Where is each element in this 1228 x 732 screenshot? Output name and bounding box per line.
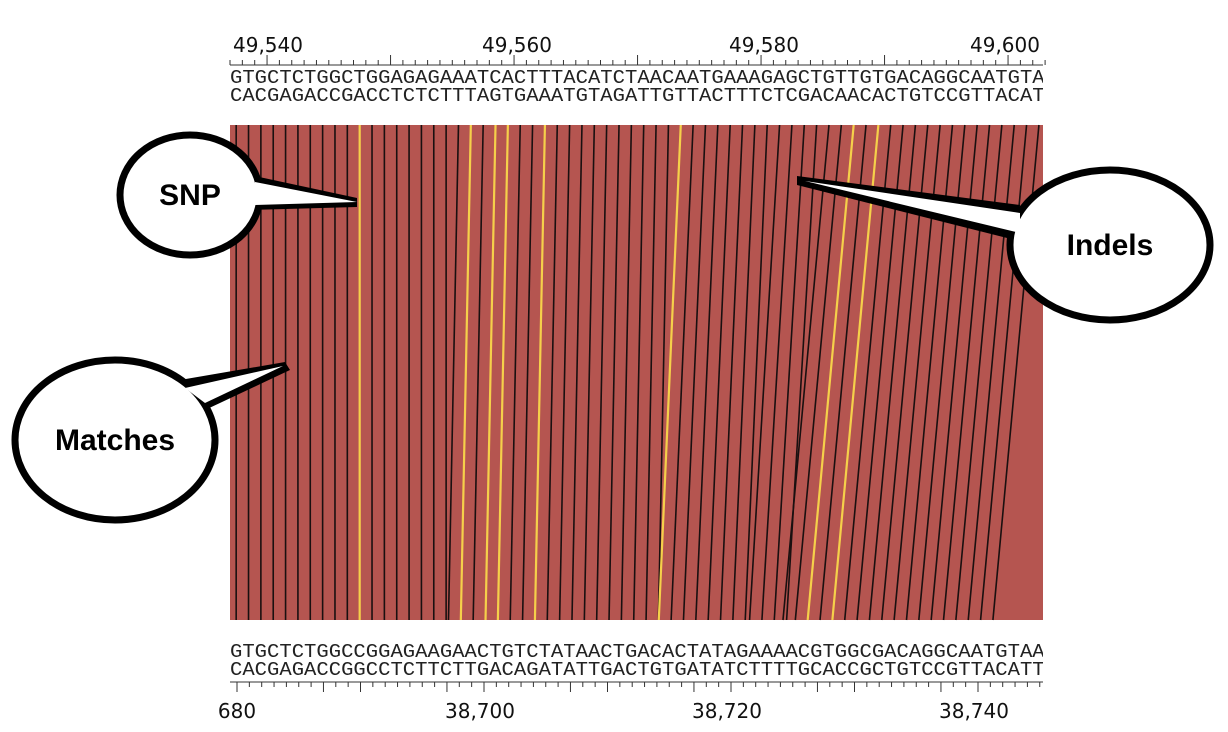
callout-tail-fill [805,181,1020,233]
match-link [595,124,608,621]
match-link [719,124,744,621]
match-link [682,124,707,621]
match-link [843,124,892,621]
match-link [608,124,620,621]
snp-link [806,124,855,621]
match-link [761,124,793,621]
match-link [645,124,657,621]
match-link [447,124,460,621]
match-link [744,124,769,621]
match-link [558,124,571,621]
callout-bubble [1006,166,1214,324]
match-link [632,124,645,621]
match-link [657,124,670,621]
snp-link [533,124,547,621]
callout-label: SNP [159,179,221,212]
tick-marks [229,55,1046,692]
snp-link [484,124,497,621]
match-link [620,124,633,621]
match-link [732,124,756,621]
callout-label: Matches [55,424,175,457]
callout-label: Indels [1067,229,1154,262]
snp-link [496,124,509,621]
top-tick-label: 49,540 [233,33,303,57]
match-link [819,124,867,621]
match-link [546,124,559,621]
bottom-tick-label: 38,720 [692,699,762,723]
bottom-tick-label: 680 [218,699,256,723]
match-link [521,124,534,621]
top-reverse-seq: CACGAGACCGACCTCTCTTTAGTGAAATGTAGATTGTTAC… [230,85,1057,107]
snp-callout: SNP [116,131,357,259]
snp-link [459,124,472,621]
match-link [695,124,719,621]
matches-callout: Matches [11,356,290,524]
callout-tail-fill [185,366,283,403]
match-link [509,124,522,621]
match-link [670,124,694,621]
match-link [472,124,484,621]
top-forward-seq: GTGCTCTGGCTGGAGAGAAATCACTTTACATCTAACAATG… [230,67,1058,89]
bottom-forward-seq: GTGCTCTGGCCGGAGAAGAACTGTCTATAACTGACACTAT… [230,641,1057,663]
match-link [707,124,731,621]
bottom-tick-label: 38,740 [939,699,1009,723]
callout-tail-fill [255,182,357,205]
match-link [773,124,806,621]
match-link [748,124,781,621]
match-link [785,124,818,621]
match-link [794,124,843,621]
snp-link [831,124,880,621]
sequences: GTGCTCTGGCTGGAGAGAAATCACTTTACATCTAACAATG… [230,67,1058,681]
bottom-tick-label: 38,700 [445,699,515,723]
snp-link [657,124,682,621]
match-link [583,124,596,621]
top-tick-label: 49,580 [729,33,799,57]
match-link [782,124,830,621]
match-link [571,124,583,621]
bottom-reverse-seq: CACGAGACCGGCCTCTTCTTGACAGATATTGACTGTGATA… [230,659,1057,681]
callout-bubble [11,356,219,524]
top-tick-label: 49,600 [970,33,1040,57]
top-tick-label: 49,560 [482,33,552,57]
indels-callout: Indels [797,166,1214,324]
